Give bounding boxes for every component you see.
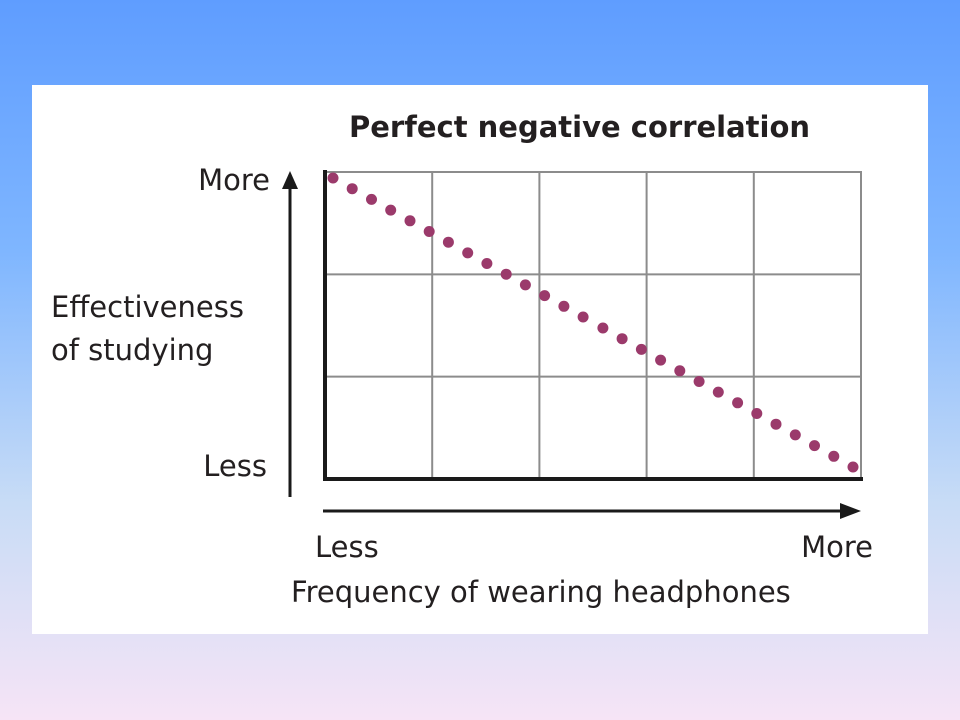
data-point — [577, 311, 589, 323]
data-point — [616, 333, 628, 345]
data-point — [693, 376, 705, 387]
data-point — [442, 236, 454, 248]
data-point — [462, 247, 474, 259]
data-point — [558, 300, 570, 312]
x-tick-label-more: More — [801, 530, 873, 564]
data-point — [751, 408, 763, 419]
data-point — [597, 322, 609, 334]
data-point — [732, 397, 744, 409]
data-point — [481, 258, 493, 269]
data-point — [500, 268, 512, 280]
x-axis-label: Frequency of wearing headphones — [291, 575, 791, 609]
data-point — [789, 429, 801, 441]
data-point — [809, 440, 820, 452]
chart-figure: Perfect negative correlation More Less E… — [51, 110, 873, 609]
data-point — [346, 183, 358, 195]
x-axis-arrowhead-icon — [840, 503, 861, 519]
data-point — [655, 354, 667, 366]
chart-panel: Perfect negative correlation More Less E… — [32, 85, 928, 634]
data-point — [423, 226, 435, 237]
data-point — [539, 290, 551, 302]
data-point — [635, 343, 647, 355]
y-axis-label-line-2: of studying — [51, 333, 213, 367]
x-tick-label-less: Less — [315, 530, 379, 564]
data-point — [828, 450, 840, 462]
data-point — [712, 386, 724, 398]
data-point — [404, 215, 416, 227]
data-point — [519, 279, 531, 291]
data-point — [366, 193, 377, 205]
y-axis-arrowhead-icon — [282, 171, 298, 189]
data-point — [770, 418, 782, 430]
y-tick-label-more: More — [198, 163, 270, 197]
data-points — [327, 172, 859, 473]
data-point — [847, 461, 859, 473]
data-point — [674, 365, 686, 377]
y-axis-label-line-1: Effectiveness — [51, 290, 244, 324]
y-tick-label-less: Less — [203, 449, 267, 483]
data-point — [327, 172, 339, 184]
chart-title: Perfect negative correlation — [349, 110, 810, 144]
data-point — [385, 204, 397, 216]
